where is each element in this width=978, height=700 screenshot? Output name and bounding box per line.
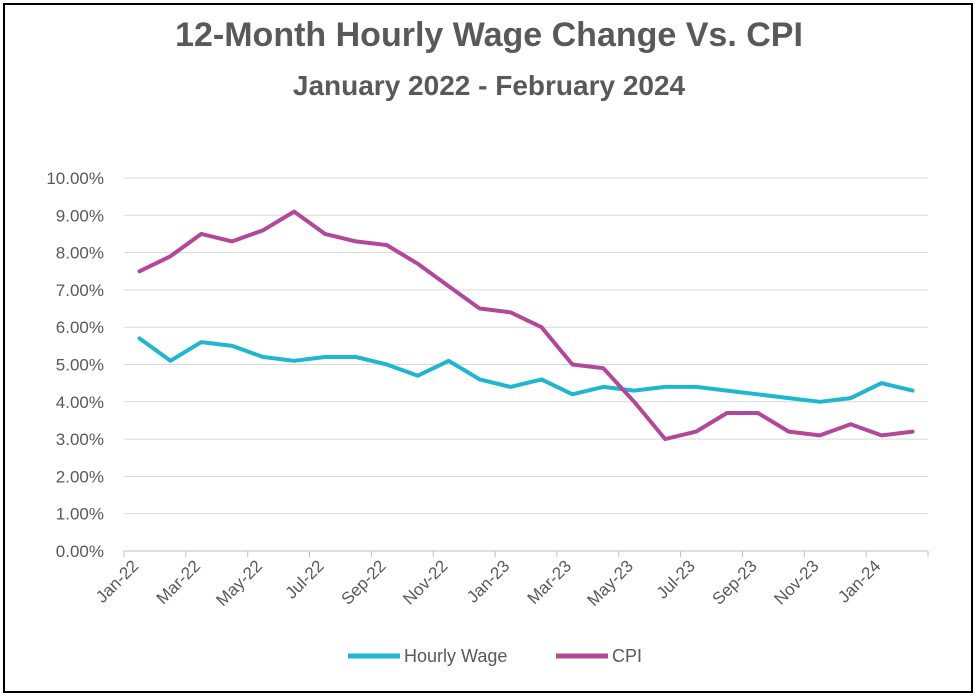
- x-tick-label: Sep-22: [337, 556, 389, 608]
- y-tick-label: 0.00%: [56, 542, 104, 561]
- x-tick-label: May-23: [584, 556, 638, 610]
- y-tick-label: 6.00%: [56, 318, 104, 337]
- x-tick-label: Jan-24: [834, 556, 884, 606]
- x-tick-label: Sep-23: [709, 556, 761, 608]
- x-tick-label: May-22: [212, 556, 266, 610]
- y-tick-label: 10.00%: [46, 169, 104, 188]
- chart-frame: [3, 3, 973, 693]
- x-tick-label: Jan-23: [463, 556, 513, 606]
- series-line-hourly-wage: [137, 336, 915, 404]
- x-tick-label: Nov-23: [770, 556, 822, 608]
- y-tick-label: 3.00%: [56, 430, 104, 449]
- legend-label-hourly-wage: Hourly Wage: [404, 646, 507, 666]
- y-tick-label: 1.00%: [56, 505, 104, 524]
- y-tick-label: 4.00%: [56, 393, 104, 412]
- y-tick-label: 9.00%: [56, 206, 104, 225]
- y-tick-label: 8.00%: [56, 244, 104, 263]
- chart-title: 12-Month Hourly Wage Change Vs. CPI: [175, 16, 803, 54]
- x-tick-label: Jul-22: [282, 556, 328, 602]
- x-tick-label: Mar-22: [153, 556, 205, 608]
- series-line-cpi: [137, 209, 915, 442]
- x-tick-label: Nov-22: [399, 556, 451, 608]
- x-tick-label: Jul-23: [653, 556, 699, 602]
- y-tick-label: 5.00%: [56, 356, 104, 375]
- y-tick-label: 7.00%: [56, 281, 104, 300]
- x-tick-label: Mar-23: [524, 556, 576, 608]
- x-tick-label: Jan-22: [92, 556, 142, 606]
- chart-subtitle: January 2022 - February 2024: [292, 70, 686, 101]
- legend-label-cpi: CPI: [612, 646, 642, 666]
- y-tick-label: 2.00%: [56, 467, 104, 486]
